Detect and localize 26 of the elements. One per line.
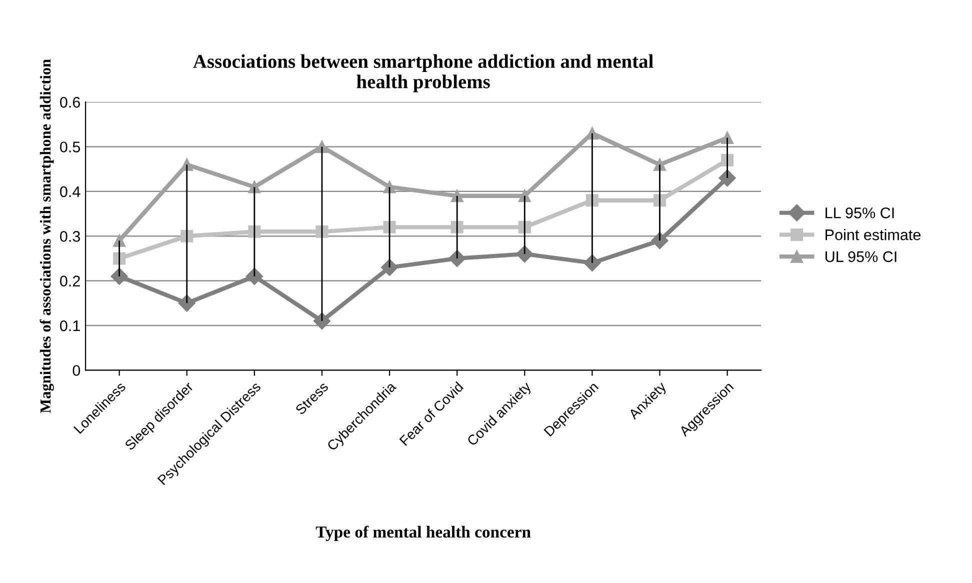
y-axis-title: Magnitudes of associations with smartphone addiction (40, 59, 54, 414)
y-tick-label: 0.2 (60, 276, 80, 286)
y-tick-label: 0.1 (60, 320, 80, 332)
y-tick-label: 0.3 (60, 230, 80, 242)
point (246, 268, 263, 285)
point (178, 294, 196, 312)
y-tick-label: 0.6 (60, 96, 80, 108)
point (110, 268, 128, 285)
point (313, 312, 331, 330)
legend-label: UL 95% CI (826, 251, 896, 262)
point (383, 180, 396, 194)
x-axis-title: Type of mental health concern (316, 526, 531, 542)
point (448, 250, 466, 268)
chart-title: Associations between smartphone addiction and mental health problems (193, 54, 654, 92)
legend-label: LL 95% CI (826, 208, 894, 218)
y-tick-label: 0.4 (60, 186, 80, 198)
point (383, 220, 396, 234)
y-tick-label: 0.5 (60, 142, 80, 152)
point (718, 169, 736, 187)
point (516, 245, 534, 263)
point (316, 225, 328, 238)
y-tick-label: 0 (72, 365, 80, 376)
point (584, 254, 601, 272)
point (316, 140, 328, 153)
legend-label: Point estimate (826, 228, 920, 240)
point (380, 258, 398, 276)
